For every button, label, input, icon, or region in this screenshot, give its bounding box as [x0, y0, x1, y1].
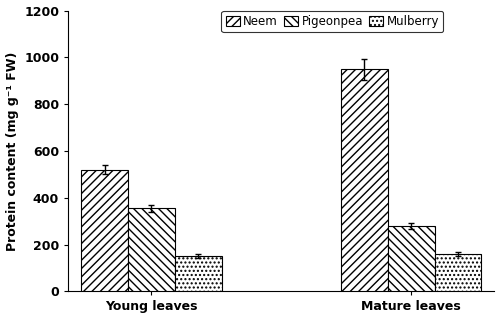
- Bar: [388, 226, 434, 292]
- Bar: [174, 256, 222, 292]
- Bar: [81, 170, 128, 292]
- Bar: [128, 208, 174, 292]
- Bar: [341, 69, 388, 292]
- Y-axis label: Protein content (mg g⁻¹ FW): Protein content (mg g⁻¹ FW): [6, 51, 18, 251]
- Legend: Neem, Pigeonpea, Mulberry: Neem, Pigeonpea, Mulberry: [222, 11, 444, 32]
- Bar: [434, 254, 482, 292]
